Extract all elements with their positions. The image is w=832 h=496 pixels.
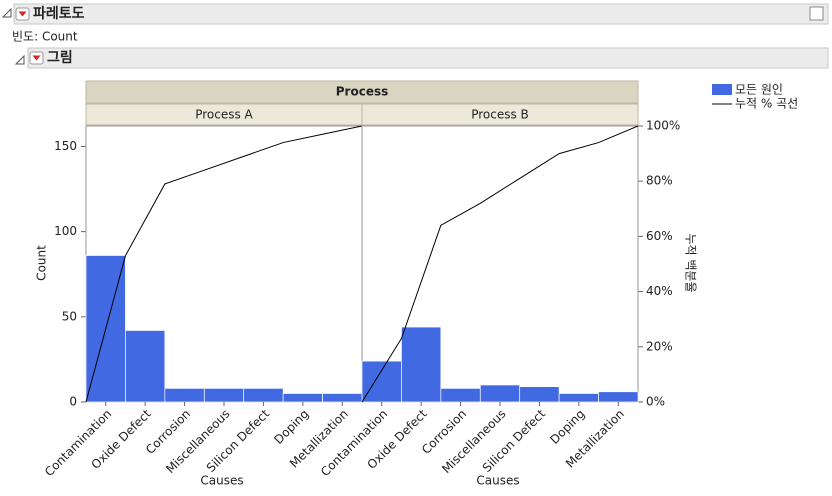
y2-tick-label: 0% bbox=[646, 395, 665, 409]
disclosure-icon[interactable] bbox=[1, 7, 12, 18]
bar bbox=[401, 326, 442, 403]
bar bbox=[440, 388, 481, 403]
legend-label: 누적 % 곡선 bbox=[735, 97, 798, 111]
bar bbox=[243, 388, 284, 403]
x-tick-label: Doping bbox=[547, 407, 587, 447]
disclosure-icon[interactable] bbox=[14, 54, 25, 65]
menu-arrow bbox=[32, 55, 41, 61]
frequency-label: 빈도: Count bbox=[12, 30, 78, 44]
y-tick-label: 0 bbox=[69, 395, 77, 409]
bar bbox=[125, 330, 166, 403]
bar bbox=[519, 386, 560, 403]
close-icon[interactable] bbox=[809, 6, 824, 21]
cumulative-line bbox=[124, 125, 363, 256]
panel-header bbox=[361, 103, 639, 126]
y2-tick-label: 100% bbox=[646, 119, 680, 133]
section-title: 그림 bbox=[47, 50, 73, 66]
cumulative-line bbox=[400, 125, 639, 339]
bar bbox=[361, 360, 402, 403]
section-header bbox=[27, 47, 829, 69]
bar bbox=[322, 393, 363, 403]
y2-tick-label: 80% bbox=[646, 174, 673, 188]
y2-tick-label: 40% bbox=[646, 284, 673, 298]
bar bbox=[598, 391, 639, 403]
cumulative-line-start bbox=[361, 338, 402, 403]
menu-arrow bbox=[18, 11, 27, 17]
bar bbox=[479, 384, 521, 403]
y-tick-label: 50 bbox=[62, 309, 77, 323]
bar bbox=[203, 388, 245, 403]
x-axis-title: Causes bbox=[476, 474, 519, 488]
y2-tick-label: 20% bbox=[646, 339, 673, 353]
group-banner bbox=[85, 80, 639, 104]
cumulative-line-start bbox=[85, 255, 126, 403]
x-axis-title: Causes bbox=[200, 474, 243, 488]
bar bbox=[164, 388, 205, 403]
bar bbox=[282, 393, 323, 403]
panel-title: Process A bbox=[195, 108, 253, 122]
panel-title: Process B bbox=[471, 108, 529, 122]
x-tick-label: Doping bbox=[271, 407, 311, 447]
bar bbox=[558, 393, 599, 403]
x-tick-label: Contamination bbox=[42, 407, 114, 479]
outline-header bbox=[13, 3, 829, 25]
y-tick-label: 100 bbox=[54, 224, 77, 238]
legend-swatch bbox=[712, 84, 732, 95]
y2-tick-label: 60% bbox=[646, 229, 673, 243]
outline-title: 파레토도 bbox=[33, 6, 85, 22]
y-tick-label: 150 bbox=[54, 139, 77, 153]
y-axis-title: Count bbox=[35, 245, 49, 281]
group-title: Process bbox=[336, 85, 389, 99]
y2-axis-title: 누적 백분율 bbox=[684, 233, 698, 292]
legend-label: 모든 원인 bbox=[735, 83, 783, 97]
